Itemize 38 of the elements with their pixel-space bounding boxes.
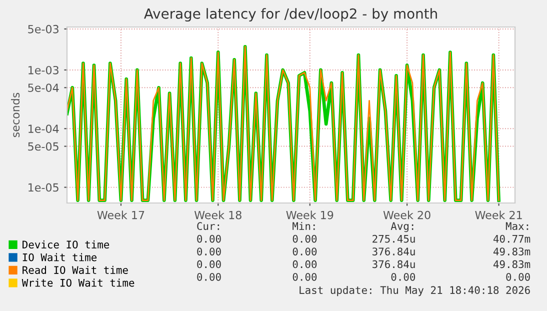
text: 376.84u (372, 260, 415, 268)
text: 0.00 (292, 260, 317, 268)
text: 49.83m (493, 260, 530, 268)
text: 0.00 (292, 234, 317, 243)
text: 49.83m (493, 248, 530, 256)
text: 0.00 (197, 234, 221, 243)
legend-label: Read IO Wait time (22, 266, 128, 274)
y-axis-title: seconds (11, 92, 20, 138)
text: 0.00 (197, 260, 221, 268)
text: 0.00 (391, 272, 416, 281)
x-tick-label: Week 21 (475, 210, 522, 220)
text: 0.00 (292, 248, 317, 256)
text: Max: (506, 222, 528, 230)
chart-title: Average latency for /dev/loop2 - by month (144, 8, 437, 22)
legend-label: Device IO time (22, 240, 110, 248)
y-tick-label: 1e-05 (28, 183, 58, 192)
text: 0.00 (197, 248, 221, 256)
x-tick-label: Week 18 (194, 210, 242, 220)
text: 0.00 (292, 272, 317, 281)
y-tick-label: 5e-05 (28, 142, 58, 151)
x-tick-label: Week 17 (97, 210, 144, 220)
legend-label: Write IO Wait time (22, 278, 134, 287)
legend-label: IO Wait time (22, 253, 97, 262)
x-tick-label: Week 19 (286, 210, 334, 220)
y-tick-label: 1e-03 (28, 66, 58, 74)
text: Cur: (197, 222, 220, 230)
text: Avg: (390, 222, 414, 232)
x-tick-label: Week 20 (383, 210, 430, 220)
text: Last update: Thu May 21 18:40:18 2026 (300, 286, 530, 296)
text: Min: (292, 222, 315, 230)
text: 0.00 (197, 272, 221, 281)
y-tick-label: 5e-03 (28, 24, 58, 34)
text: 275.45u (372, 234, 415, 243)
y-tick-label: 1e-04 (28, 124, 59, 134)
y-tick-label: 5e-04 (28, 84, 59, 92)
text: 376.84u (372, 248, 415, 256)
text: 0.00 (506, 272, 530, 281)
text: 40.77m (493, 234, 530, 243)
